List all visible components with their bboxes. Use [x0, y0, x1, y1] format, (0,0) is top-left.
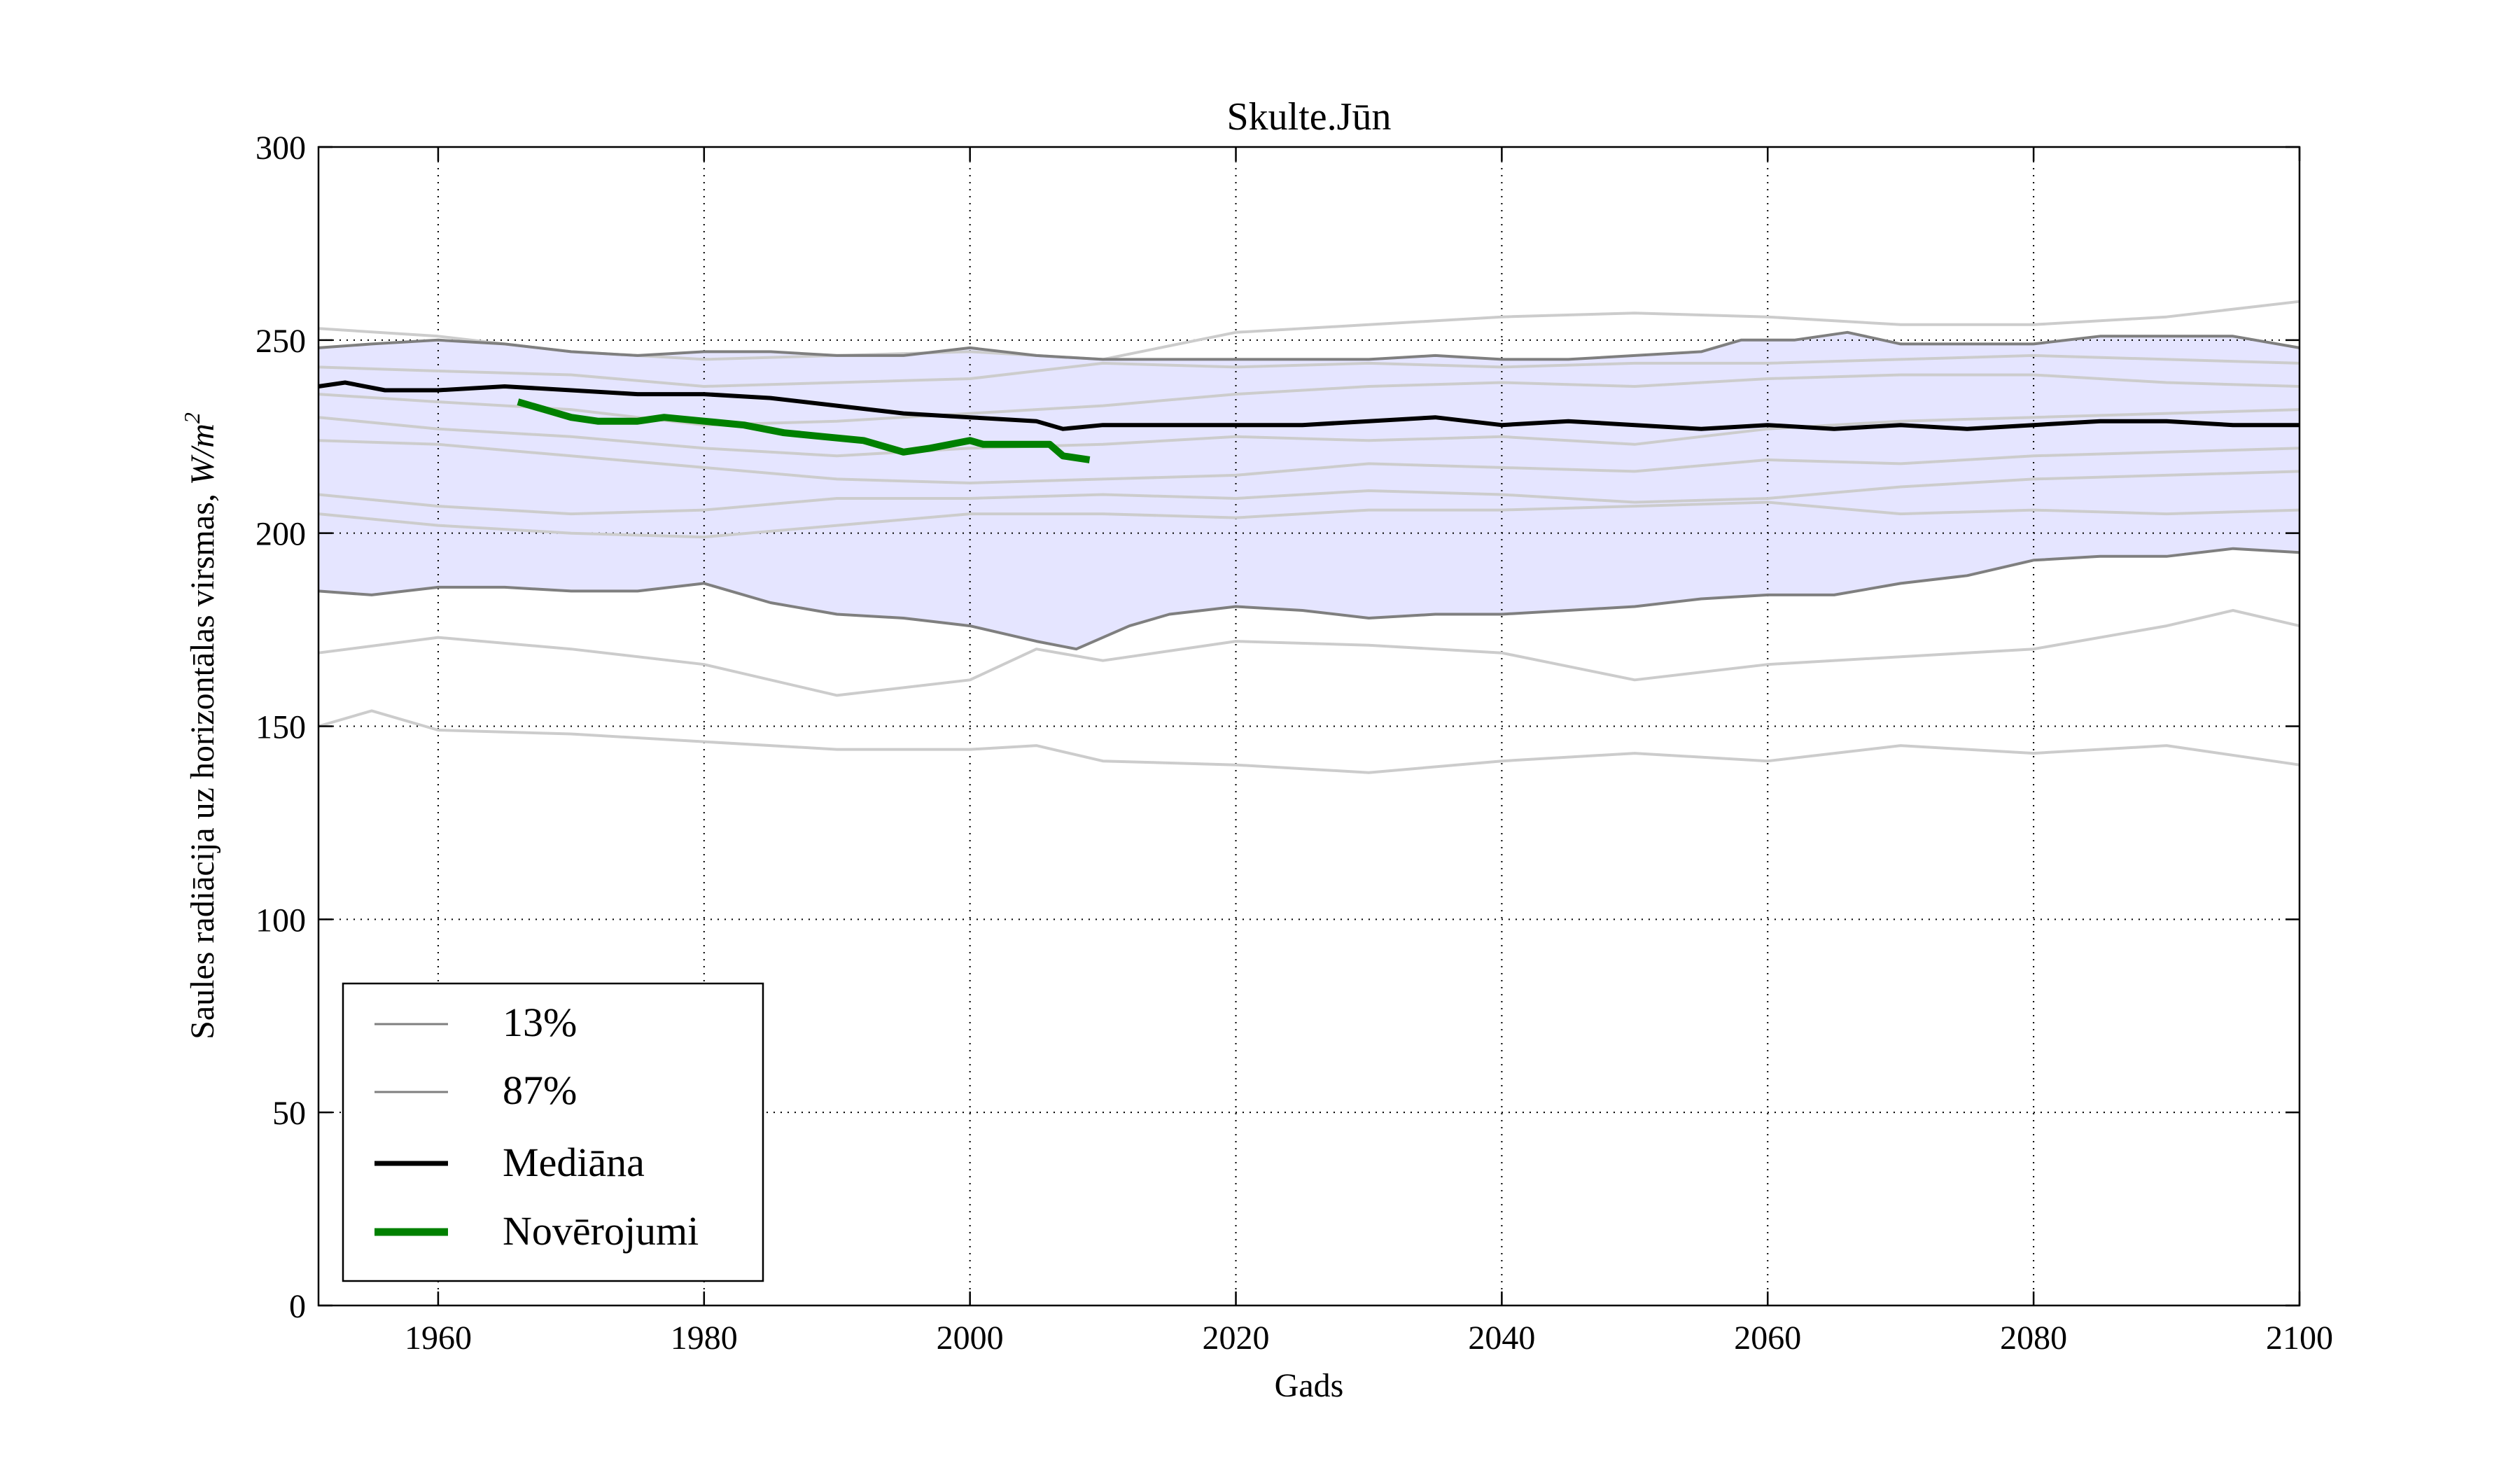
legend-label-87: 87% — [503, 1068, 577, 1113]
ensemble-line-4 — [318, 408, 2300, 458]
x-tick-label: 1980 — [671, 1320, 738, 1357]
x-tick-label: 1960 — [405, 1320, 472, 1357]
legend-label-13: 13% — [503, 1000, 577, 1045]
series-line-87 — [318, 330, 2300, 361]
legend-label-mediana: Mediāna — [503, 1140, 645, 1185]
ensemble-line-6 — [318, 470, 2300, 516]
x-axis-label: Gads — [1275, 1367, 1344, 1404]
series-line-noverojumi — [517, 398, 1091, 463]
y-tick-label: 150 — [255, 709, 306, 746]
y-axis-label-text: Saules radiācija uz horizontālas virsmas… — [184, 485, 221, 1040]
y-tick-label: 0 — [289, 1288, 306, 1325]
y-axis-label-unit: W/m — [184, 424, 221, 485]
y-tick-label: 300 — [255, 130, 306, 167]
ticks: 1960 1980 2000 2020 2040 2060 2080 2100 0 50 100 15… — [255, 130, 2333, 1357]
x-tick-label: 2000 — [937, 1320, 1004, 1357]
x-tick-label: 2080 — [2000, 1320, 2067, 1357]
x-tick-label: 2100 — [2266, 1320, 2333, 1357]
ensemble-line-9 — [318, 709, 2300, 774]
x-tick-label: 2060 — [1734, 1320, 1801, 1357]
ensemble-line-3 — [318, 373, 2300, 427]
percentile-band — [318, 332, 2300, 650]
y-tick-label: 200 — [255, 516, 306, 553]
ensemble-line-7 — [318, 500, 2300, 539]
y-axis-label-unit-exponent: 2 — [179, 412, 204, 424]
x-tick-label: 2020 — [1203, 1320, 1270, 1357]
y-tick-label: 100 — [255, 902, 306, 939]
plot-area — [318, 332, 2300, 650]
legend: 13% 87% Mediāna Novērojumi — [342, 982, 764, 1282]
legend-label-noverojumi: Novērojumi — [503, 1208, 699, 1254]
series-line-13 — [318, 547, 2300, 651]
y-tick-label: 50 — [272, 1095, 306, 1132]
ensemble-line-8 — [318, 609, 2300, 697]
y-axis-label: Saules radiācija uz horizontālas virsmas… — [179, 412, 221, 1040]
x-tick-label: 2040 — [1468, 1320, 1535, 1357]
chart-title: Skulte.Jūn — [1227, 95, 1392, 139]
lines — [318, 300, 2300, 774]
series-line-mediana — [318, 380, 2300, 431]
ensemble-line-5 — [318, 439, 2300, 484]
y-tick-label: 250 — [255, 323, 306, 360]
ensemble-line-2 — [318, 354, 2300, 388]
